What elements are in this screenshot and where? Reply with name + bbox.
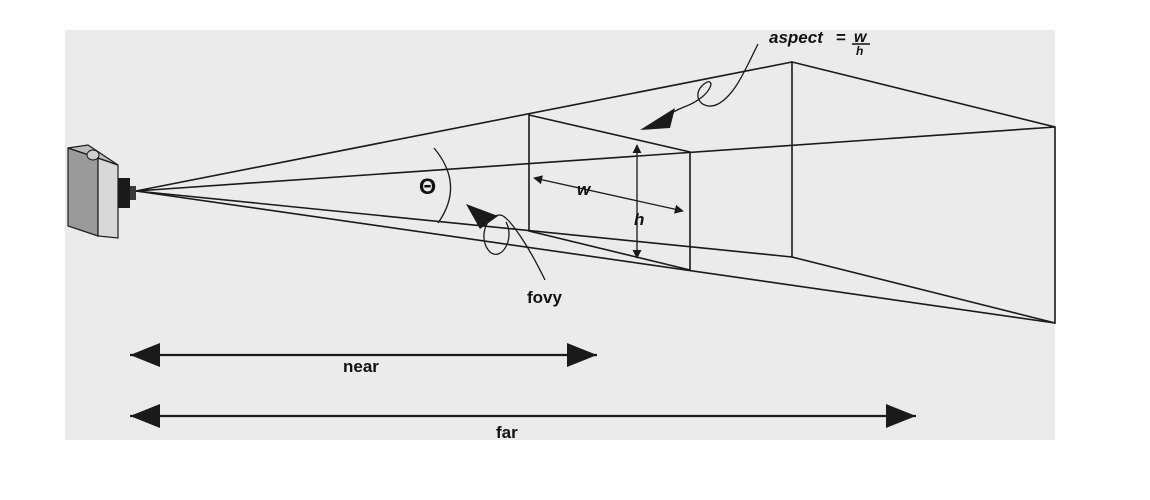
far-clipping-plane [791,60,1056,325]
near-arrow-right-head [567,343,597,367]
aspect-numerator: w [854,29,868,46]
near-arrow-left-head [130,343,160,367]
theta-label: Θ [419,174,436,199]
near-clipping-plane [528,113,691,272]
w-label: w [577,180,592,199]
aspect-pointer-line [659,43,759,121]
fovy-pointer-arrowhead [466,204,498,229]
aspect-pointer-arrowhead [640,108,675,130]
aspect-denominator: h [856,44,863,58]
frustum-edges [135,61,1056,324]
h-label: h [634,210,644,229]
fovy-label: fovy [527,288,563,307]
near-label: near [343,357,379,376]
camera-icon [67,144,136,239]
far-arrow-left-head [130,404,160,428]
aspect-label: aspect [769,28,824,47]
width-dimension-arrow [533,175,684,214]
diagram-background [65,30,1055,440]
far-arrow-right-head [886,404,916,428]
fovy-angle-arc [433,147,452,224]
far-label: far [496,423,518,442]
aspect-equals-sign: = [836,28,846,47]
